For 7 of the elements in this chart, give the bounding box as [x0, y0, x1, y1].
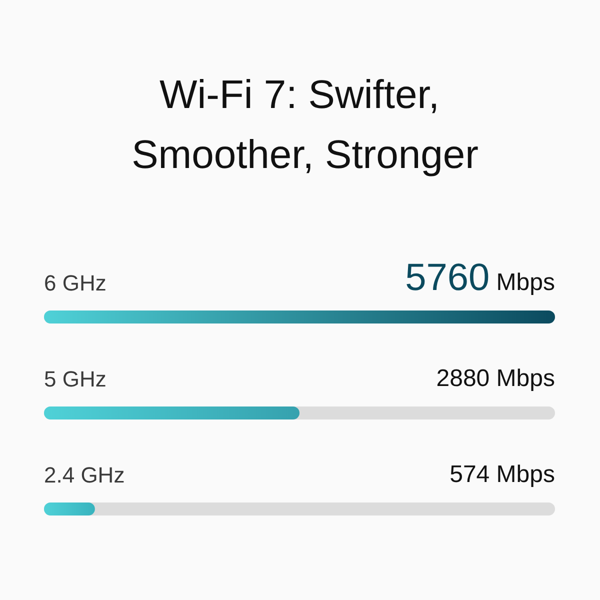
y-tick-label: 5 GHz [44, 366, 106, 392]
chart-title: Wi-Fi 7: Swifter, Smoother, Stronger [132, 73, 478, 177]
y-tick-label: 6 GHz [44, 270, 106, 296]
data-label: 574 Mbps [450, 460, 555, 488]
y-tick-label: 2.4 GHz [44, 462, 125, 488]
data-label: 5760 Mbps [405, 256, 555, 299]
data-label: 2880 Mbps [436, 364, 555, 392]
